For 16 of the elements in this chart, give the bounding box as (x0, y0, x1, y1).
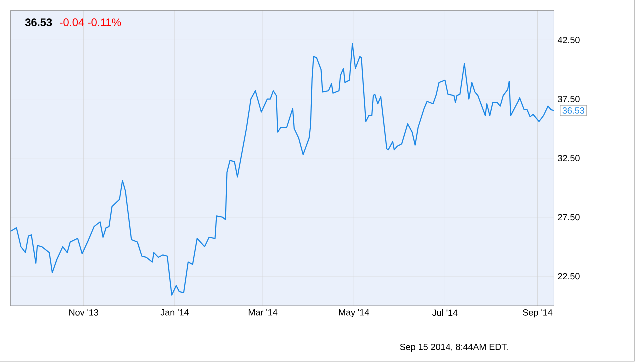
x-tick-label: Jul '14 (432, 310, 458, 316)
x-tick-label: Nov '13 (70, 310, 99, 316)
y-tick-label: 27.50 (558, 214, 580, 221)
x-tick-label: Jan '14 (160, 310, 190, 316)
y-tick-label: 22.50 (558, 273, 580, 280)
text: 36.53 (25, 18, 52, 27)
line-series (10, 43, 555, 296)
annotation: 36.53 (562, 108, 585, 114)
text: -0.04 -0.11% (60, 18, 122, 27)
y-tick-label: 42.50 (558, 37, 580, 44)
y-tick-label: 32.50 (558, 155, 580, 162)
x-tick-label: Mar '14 (248, 310, 278, 316)
x-tick-label: Sep '14 (523, 310, 553, 318)
text: Sep 15 2014, 8:44AM EDT. (400, 344, 508, 352)
x-tick-label: May '14 (339, 310, 370, 318)
y-tick-label: 37.50 (558, 96, 580, 103)
